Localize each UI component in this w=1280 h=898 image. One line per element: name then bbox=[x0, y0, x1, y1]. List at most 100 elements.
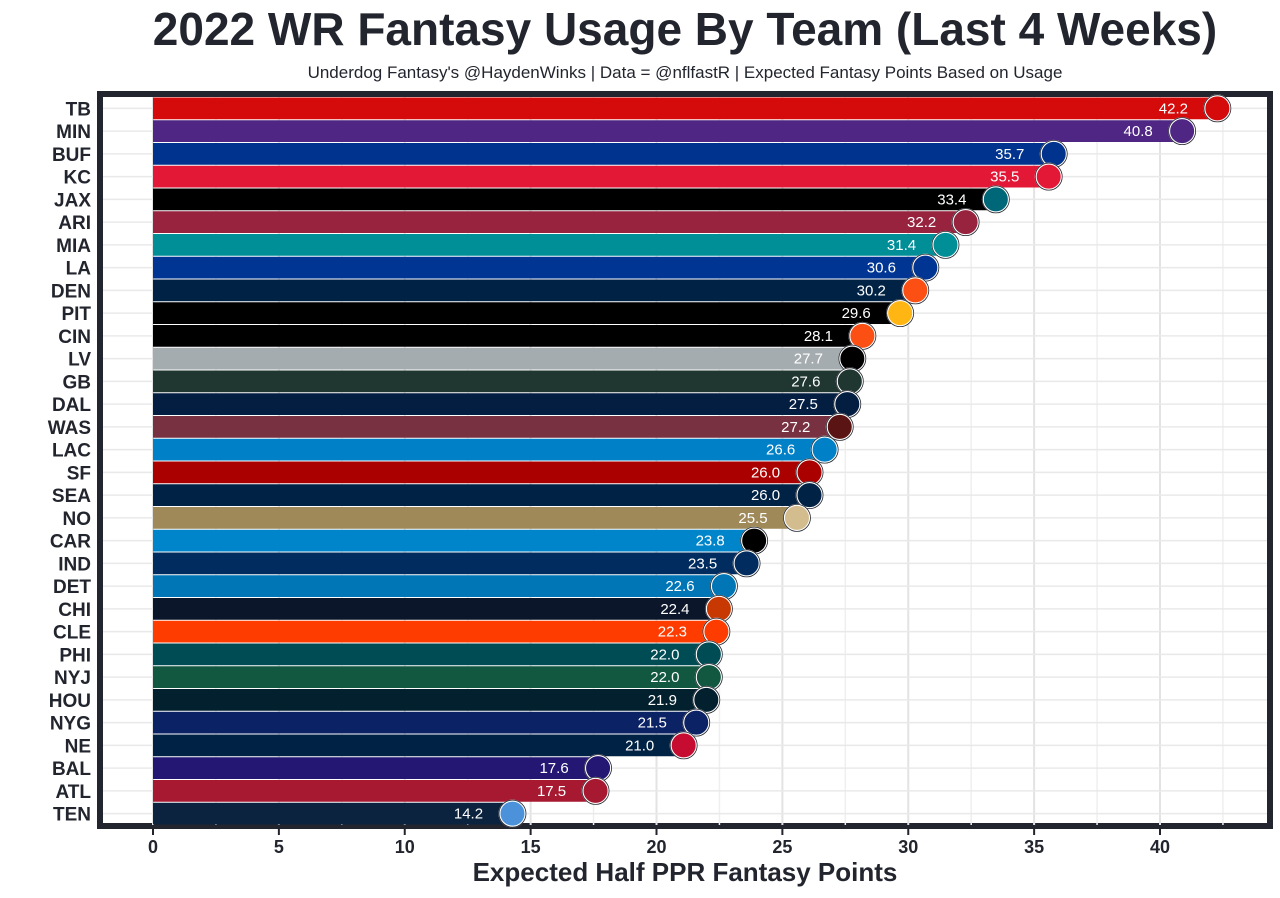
y-tick-min: MIN bbox=[56, 122, 91, 143]
mia-logo-icon bbox=[931, 230, 960, 259]
bar-gb bbox=[153, 370, 848, 393]
value-label-jax: 33.4 bbox=[937, 191, 966, 208]
value-label-sf: 26.0 bbox=[751, 464, 780, 481]
value-label-atl: 17.5 bbox=[537, 783, 566, 800]
bar-cin bbox=[153, 325, 861, 347]
bar-atl bbox=[153, 780, 594, 802]
bar-no bbox=[153, 507, 795, 529]
bar-sea bbox=[153, 484, 808, 506]
y-tick-ne: NE bbox=[65, 736, 91, 757]
bar-dal bbox=[153, 393, 846, 415]
bar-lac bbox=[153, 438, 823, 461]
lv-logo-icon bbox=[838, 344, 867, 373]
was-logo-icon bbox=[825, 412, 854, 441]
bar-sf bbox=[153, 461, 808, 484]
value-label-ten: 14.2 bbox=[454, 806, 483, 823]
y-tick-tb: TB bbox=[66, 99, 91, 120]
y-tick-nyg: NYG bbox=[50, 714, 91, 735]
value-label-lac: 26.6 bbox=[766, 442, 795, 459]
bar-chi bbox=[153, 598, 717, 620]
chart-title: 2022 WR Fantasy Usage By Team (Last 4 We… bbox=[152, 3, 1218, 55]
y-tick-dal: DAL bbox=[52, 395, 91, 416]
value-label-was: 27.2 bbox=[781, 419, 810, 436]
value-label-la: 30.6 bbox=[867, 260, 896, 277]
bar-pit bbox=[153, 302, 899, 324]
y-tick-phi: PHI bbox=[59, 645, 91, 666]
value-label-tb: 42.2 bbox=[1159, 100, 1188, 117]
x-tick-label: 5 bbox=[274, 837, 284, 857]
kc-logo-icon bbox=[1034, 162, 1063, 191]
hou-logo-icon bbox=[692, 685, 721, 714]
value-label-nyj: 22.0 bbox=[650, 669, 679, 686]
y-tick-sea: SEA bbox=[52, 486, 91, 507]
y-tick-cle: CLE bbox=[53, 623, 91, 644]
bar-bal bbox=[153, 757, 597, 779]
value-label-gb: 27.6 bbox=[791, 373, 820, 390]
value-label-dal: 27.5 bbox=[789, 396, 818, 413]
value-label-cin: 28.1 bbox=[804, 328, 833, 345]
y-tick-la: LA bbox=[66, 259, 92, 280]
bar-den bbox=[153, 279, 914, 302]
value-label-ne: 21.0 bbox=[625, 737, 654, 754]
y-tick-chi: CHI bbox=[58, 600, 91, 621]
x-tick-label: 35 bbox=[1024, 837, 1044, 857]
y-tick-car: CAR bbox=[50, 532, 91, 553]
bar-mia bbox=[153, 234, 944, 256]
y-tick-den: DEN bbox=[51, 281, 91, 302]
value-label-pit: 29.6 bbox=[842, 305, 871, 322]
bar-cle bbox=[153, 620, 715, 643]
x-tick-label: 15 bbox=[521, 837, 541, 857]
sea-logo-icon bbox=[795, 481, 824, 510]
bar-ind bbox=[153, 552, 745, 575]
value-label-car: 23.8 bbox=[696, 533, 725, 550]
value-label-ind: 23.5 bbox=[688, 555, 717, 572]
bar-la bbox=[153, 256, 924, 279]
value-labels-layer: 42.2 40.8 35.7 35.5 33.432.2 31.4 30.6 30.2 29.6… bbox=[454, 100, 1188, 822]
ind-logo-icon bbox=[732, 549, 761, 578]
y-axis-ticks: TBMINBUFKCJAXARIMIALADENPITCINLVGBDALWAS… bbox=[48, 99, 92, 825]
pit-logo-icon bbox=[886, 299, 915, 328]
value-label-nyg: 21.5 bbox=[638, 715, 667, 732]
value-label-bal: 17.6 bbox=[539, 760, 568, 777]
bar-kc bbox=[153, 165, 1047, 188]
y-tick-ind: IND bbox=[58, 554, 91, 575]
bar-min bbox=[153, 120, 1181, 142]
bar-lv bbox=[153, 347, 851, 370]
y-tick-kc: KC bbox=[64, 168, 92, 189]
y-tick-ari: ARI bbox=[58, 213, 91, 234]
x-tick-label: 40 bbox=[1150, 837, 1170, 857]
bar-hou bbox=[153, 689, 705, 711]
bar-ne bbox=[153, 734, 682, 757]
value-label-cle: 22.3 bbox=[658, 624, 687, 641]
y-tick-cin: CIN bbox=[58, 327, 91, 348]
value-label-mia: 31.4 bbox=[887, 237, 916, 254]
value-label-lv: 27.7 bbox=[794, 351, 823, 368]
bar-jax bbox=[153, 188, 994, 211]
value-label-ari: 32.2 bbox=[907, 214, 936, 231]
lac-logo-icon bbox=[810, 435, 839, 464]
atl-logo-icon bbox=[581, 776, 610, 805]
y-tick-bal: BAL bbox=[52, 759, 91, 780]
nyg-logo-icon bbox=[682, 708, 711, 737]
bar-ten bbox=[153, 802, 511, 825]
tb-logo-icon bbox=[1203, 94, 1232, 123]
x-axis-ticks: 0 5 10 15 20 25 30 35 40 bbox=[148, 829, 1170, 857]
y-tick-sf: SF bbox=[67, 463, 91, 484]
bar-phi bbox=[153, 643, 707, 666]
y-tick-lv: LV bbox=[68, 350, 91, 371]
y-tick-atl: ATL bbox=[55, 782, 91, 803]
no-logo-icon bbox=[782, 503, 811, 532]
value-label-den: 30.2 bbox=[857, 282, 886, 299]
x-tick-label: 20 bbox=[646, 837, 666, 857]
den-logo-icon bbox=[901, 276, 930, 305]
value-label-phi: 22.0 bbox=[650, 646, 679, 663]
ten-logo-icon bbox=[498, 799, 527, 828]
bar-det bbox=[153, 575, 722, 597]
logos-layer bbox=[498, 94, 1232, 828]
x-axis-title: Expected Half PPR Fantasy Points bbox=[473, 857, 898, 887]
bar-tb bbox=[153, 97, 1216, 120]
x-tick-label: 10 bbox=[395, 837, 415, 857]
y-tick-ten: TEN bbox=[53, 805, 91, 826]
y-tick-no: NO bbox=[63, 509, 92, 530]
